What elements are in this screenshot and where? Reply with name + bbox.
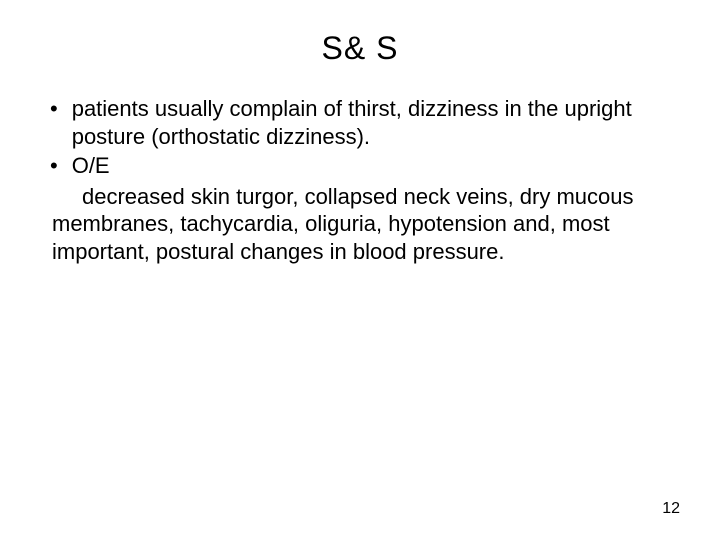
page-number: 12 xyxy=(662,500,680,518)
bullet-item: • O/E xyxy=(50,152,680,181)
slide-content: • patients usually complain of thirst, d… xyxy=(40,95,680,265)
slide-container: S& S • patients usually complain of thir… xyxy=(0,0,720,540)
bullet-marker-icon: • xyxy=(50,95,58,124)
bullet-text: patients usually complain of thirst, diz… xyxy=(72,95,680,150)
continuation-text: decreased skin turgor, collapsed neck ve… xyxy=(50,183,680,266)
bullet-text: O/E xyxy=(72,152,110,180)
slide-title: S& S xyxy=(40,30,680,67)
bullet-marker-icon: • xyxy=(50,152,58,181)
bullet-item: • patients usually complain of thirst, d… xyxy=(50,95,680,150)
